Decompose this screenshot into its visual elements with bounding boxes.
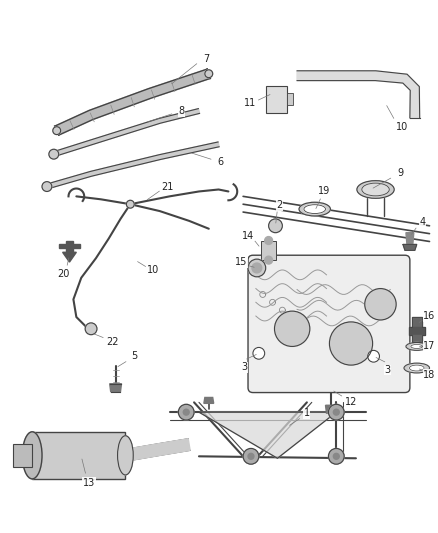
Text: 14: 14 [242, 231, 254, 240]
Text: 3: 3 [241, 362, 247, 372]
Text: 4: 4 [420, 217, 426, 227]
Ellipse shape [362, 183, 389, 196]
Circle shape [328, 405, 344, 420]
Ellipse shape [410, 365, 424, 371]
Circle shape [275, 311, 310, 346]
Polygon shape [110, 384, 121, 392]
Polygon shape [325, 405, 337, 413]
Circle shape [333, 454, 339, 459]
Circle shape [268, 219, 283, 233]
Ellipse shape [304, 205, 325, 214]
Circle shape [243, 448, 259, 464]
Text: 22: 22 [106, 336, 119, 346]
Text: 13: 13 [83, 478, 95, 488]
Polygon shape [66, 240, 74, 252]
Polygon shape [72, 245, 80, 248]
Text: 17: 17 [423, 342, 436, 351]
Polygon shape [412, 335, 422, 342]
Ellipse shape [357, 181, 394, 198]
Text: 20: 20 [57, 269, 70, 279]
Bar [32, 432, 125, 479]
Circle shape [328, 448, 344, 464]
Text: 19: 19 [318, 187, 331, 197]
Text: 7: 7 [203, 54, 209, 64]
Circle shape [248, 259, 266, 277]
Polygon shape [63, 252, 76, 262]
Text: 8: 8 [178, 106, 184, 116]
Bar [13, 443, 32, 467]
Polygon shape [55, 69, 210, 135]
Polygon shape [406, 233, 414, 245]
Polygon shape [53, 109, 200, 157]
Bar [266, 85, 287, 113]
Text: 6: 6 [218, 157, 224, 167]
Bar [287, 93, 293, 105]
Ellipse shape [117, 435, 133, 475]
Ellipse shape [22, 432, 42, 479]
Circle shape [365, 288, 396, 320]
Polygon shape [403, 245, 417, 251]
Text: 10: 10 [396, 122, 408, 132]
Text: 2: 2 [276, 200, 283, 210]
Bar [261, 240, 276, 260]
Text: 18: 18 [424, 370, 436, 380]
Circle shape [248, 454, 254, 459]
Circle shape [127, 200, 134, 208]
Circle shape [253, 348, 265, 359]
Polygon shape [199, 412, 336, 458]
Text: 15: 15 [235, 257, 247, 267]
Ellipse shape [406, 343, 427, 350]
Text: 10: 10 [147, 265, 159, 275]
Circle shape [53, 127, 60, 134]
Circle shape [333, 409, 339, 415]
Polygon shape [46, 142, 219, 189]
Text: 9: 9 [397, 168, 403, 178]
Circle shape [329, 322, 373, 365]
Text: 1: 1 [304, 408, 310, 418]
Ellipse shape [404, 363, 430, 373]
Text: 21: 21 [161, 182, 174, 191]
Circle shape [252, 263, 262, 273]
FancyBboxPatch shape [248, 255, 410, 392]
Circle shape [367, 350, 379, 362]
Ellipse shape [411, 344, 423, 349]
Polygon shape [204, 398, 214, 403]
Text: 3: 3 [384, 365, 390, 375]
Polygon shape [412, 317, 422, 327]
Text: 11: 11 [244, 98, 256, 108]
Circle shape [205, 70, 213, 78]
Polygon shape [409, 327, 424, 335]
Circle shape [265, 256, 272, 264]
Circle shape [183, 409, 189, 415]
Polygon shape [59, 245, 67, 248]
Circle shape [49, 149, 59, 159]
Text: 5: 5 [131, 351, 138, 361]
Ellipse shape [299, 202, 330, 216]
Circle shape [265, 237, 272, 245]
Circle shape [42, 182, 52, 191]
Polygon shape [297, 71, 420, 118]
Text: 16: 16 [424, 311, 436, 321]
Circle shape [85, 323, 97, 335]
Polygon shape [124, 439, 190, 461]
Circle shape [178, 405, 194, 420]
Text: 12: 12 [345, 398, 357, 407]
